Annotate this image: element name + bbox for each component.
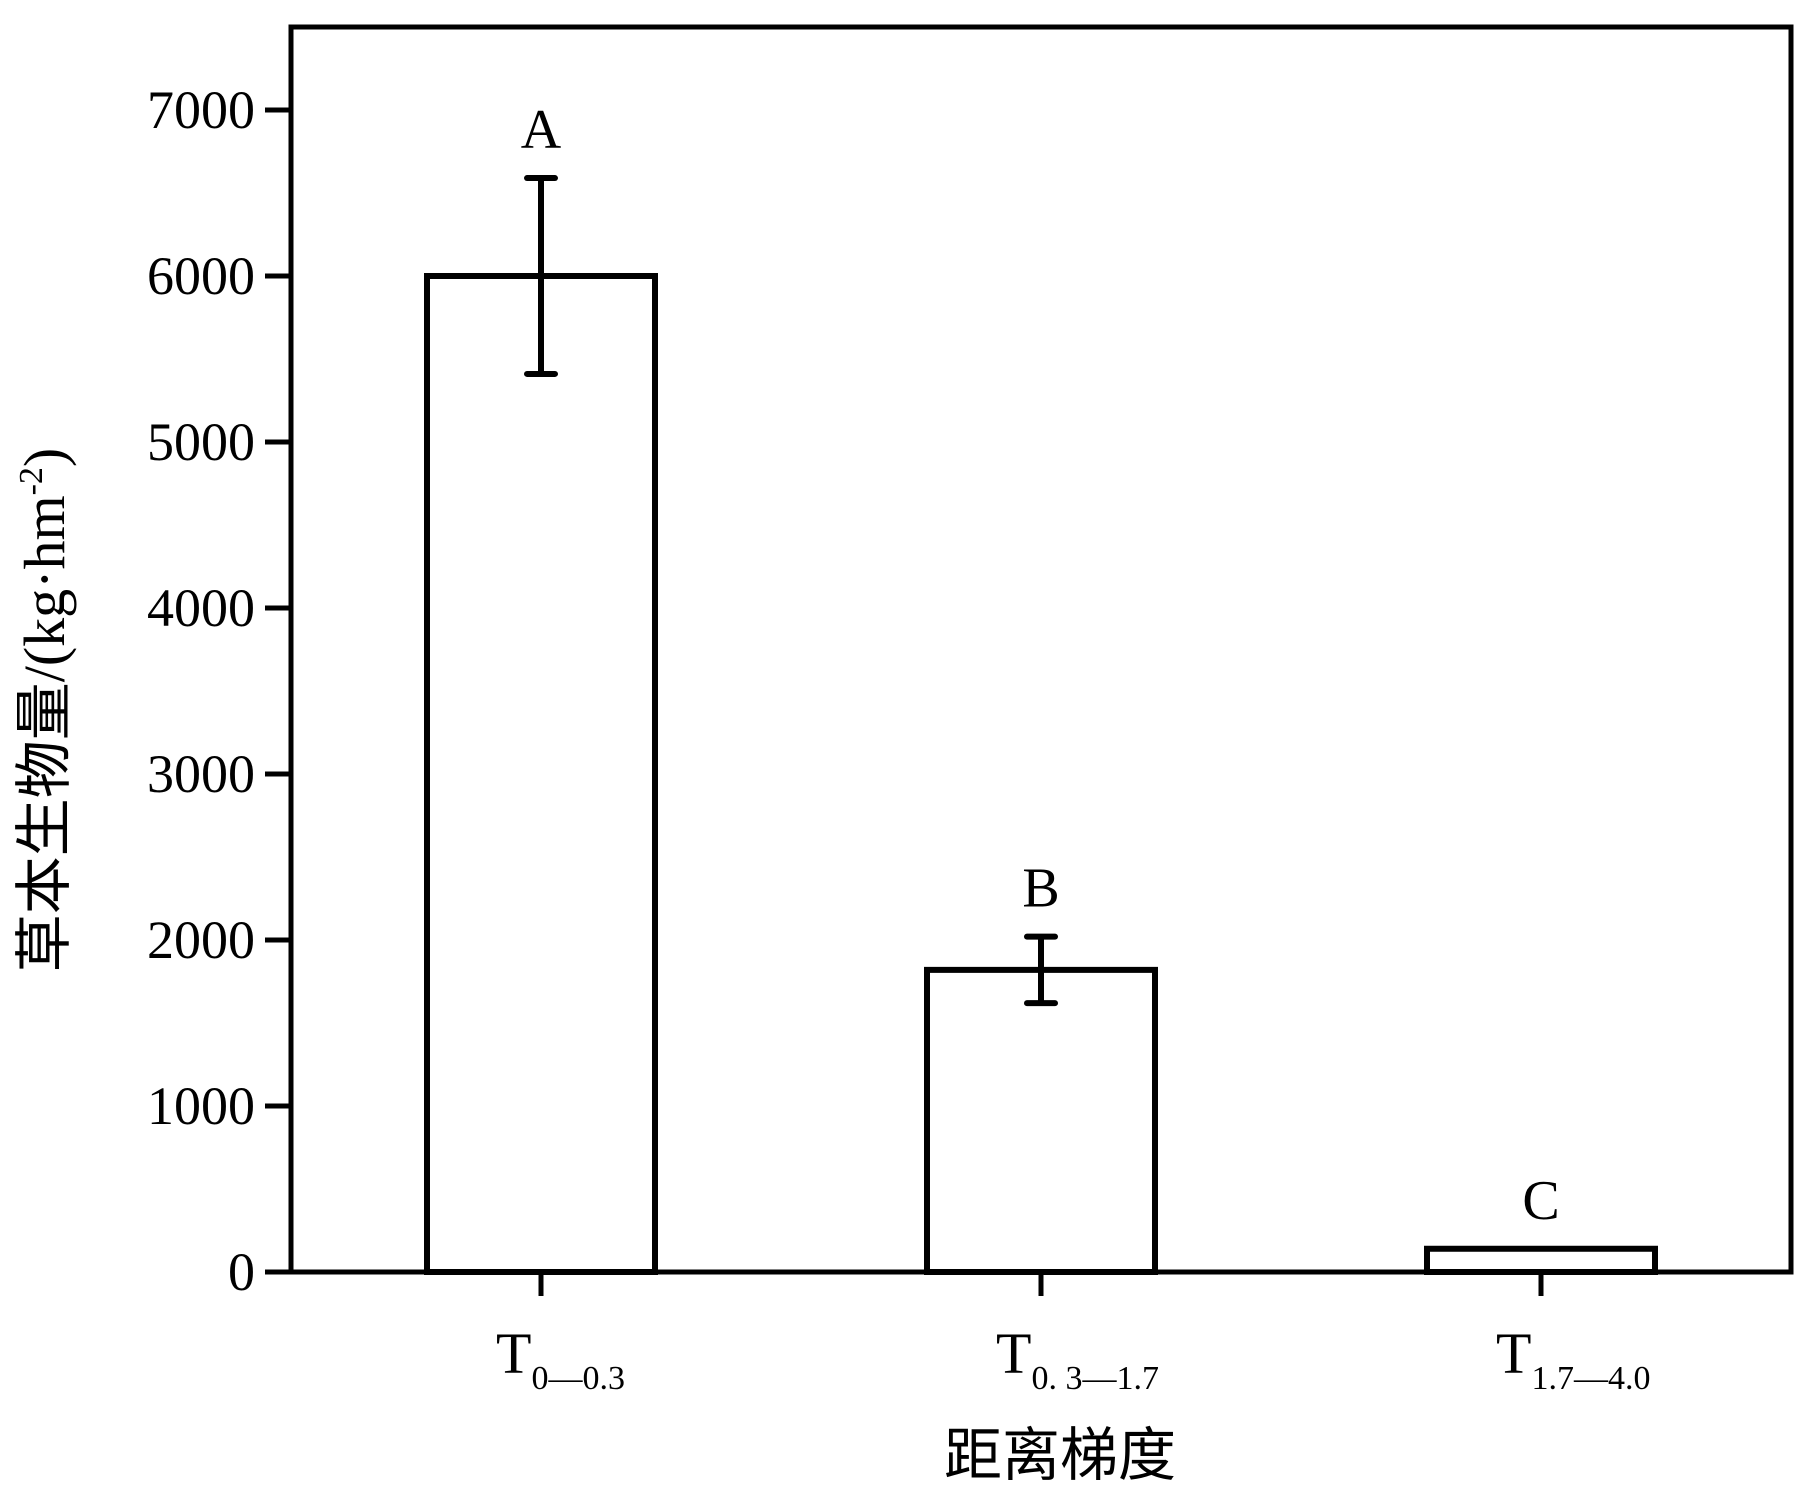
y-tick-label: 0 — [228, 1242, 255, 1302]
x-tick-label-subscript: 0. 3—1.7 — [1031, 1360, 1159, 1397]
significance-label: A — [521, 99, 562, 161]
x-tick-label-subscript: 1.7—4.0 — [1531, 1360, 1650, 1397]
bars: A B C — [424, 99, 1658, 1276]
y-axis-title-main: 草本生物量/(kg·hm — [12, 495, 77, 972]
x-tick-label: T0—0.3 — [496, 1321, 625, 1397]
x-axis-title: 距离梯度 — [944, 1423, 1176, 1488]
significance-label: C — [1522, 1170, 1559, 1232]
y-axis-title-close: ) — [12, 448, 77, 467]
y-tick-label: 7000 — [147, 80, 255, 140]
bar — [1424, 1245, 1658, 1276]
y-tick-label: 2000 — [147, 910, 255, 970]
y-tick-label: 5000 — [147, 412, 255, 472]
y-axis-ticks: 0 1000 2000 3000 4000 5000 6000 7000 — [147, 80, 291, 1302]
x-tick-label-base: T — [996, 1321, 1031, 1386]
x-tick-label: T1.7—4.0 — [1496, 1321, 1650, 1397]
bar — [424, 273, 658, 1275]
y-axis-title-superscript: -2 — [13, 467, 50, 495]
x-tick-label-base: T — [496, 1321, 531, 1386]
y-tick-label: 3000 — [147, 744, 255, 804]
x-tick-label: T0. 3—1.7 — [996, 1321, 1159, 1397]
y-tick-label: 6000 — [147, 246, 255, 306]
y-axis-title: 草本生物量/(kg·hm-2) — [12, 448, 77, 973]
x-axis-ticks: T0—0.3 T0. 3—1.7 T1.7—4.0 — [496, 1272, 1650, 1397]
y-tick-label: 1000 — [147, 1076, 255, 1136]
y-tick-label: 4000 — [147, 578, 255, 638]
x-tick-label-base: T — [1496, 1321, 1531, 1386]
bar — [924, 966, 1158, 1275]
significance-label: B — [1022, 858, 1059, 920]
x-tick-label-subscript: 0—0.3 — [531, 1360, 625, 1397]
